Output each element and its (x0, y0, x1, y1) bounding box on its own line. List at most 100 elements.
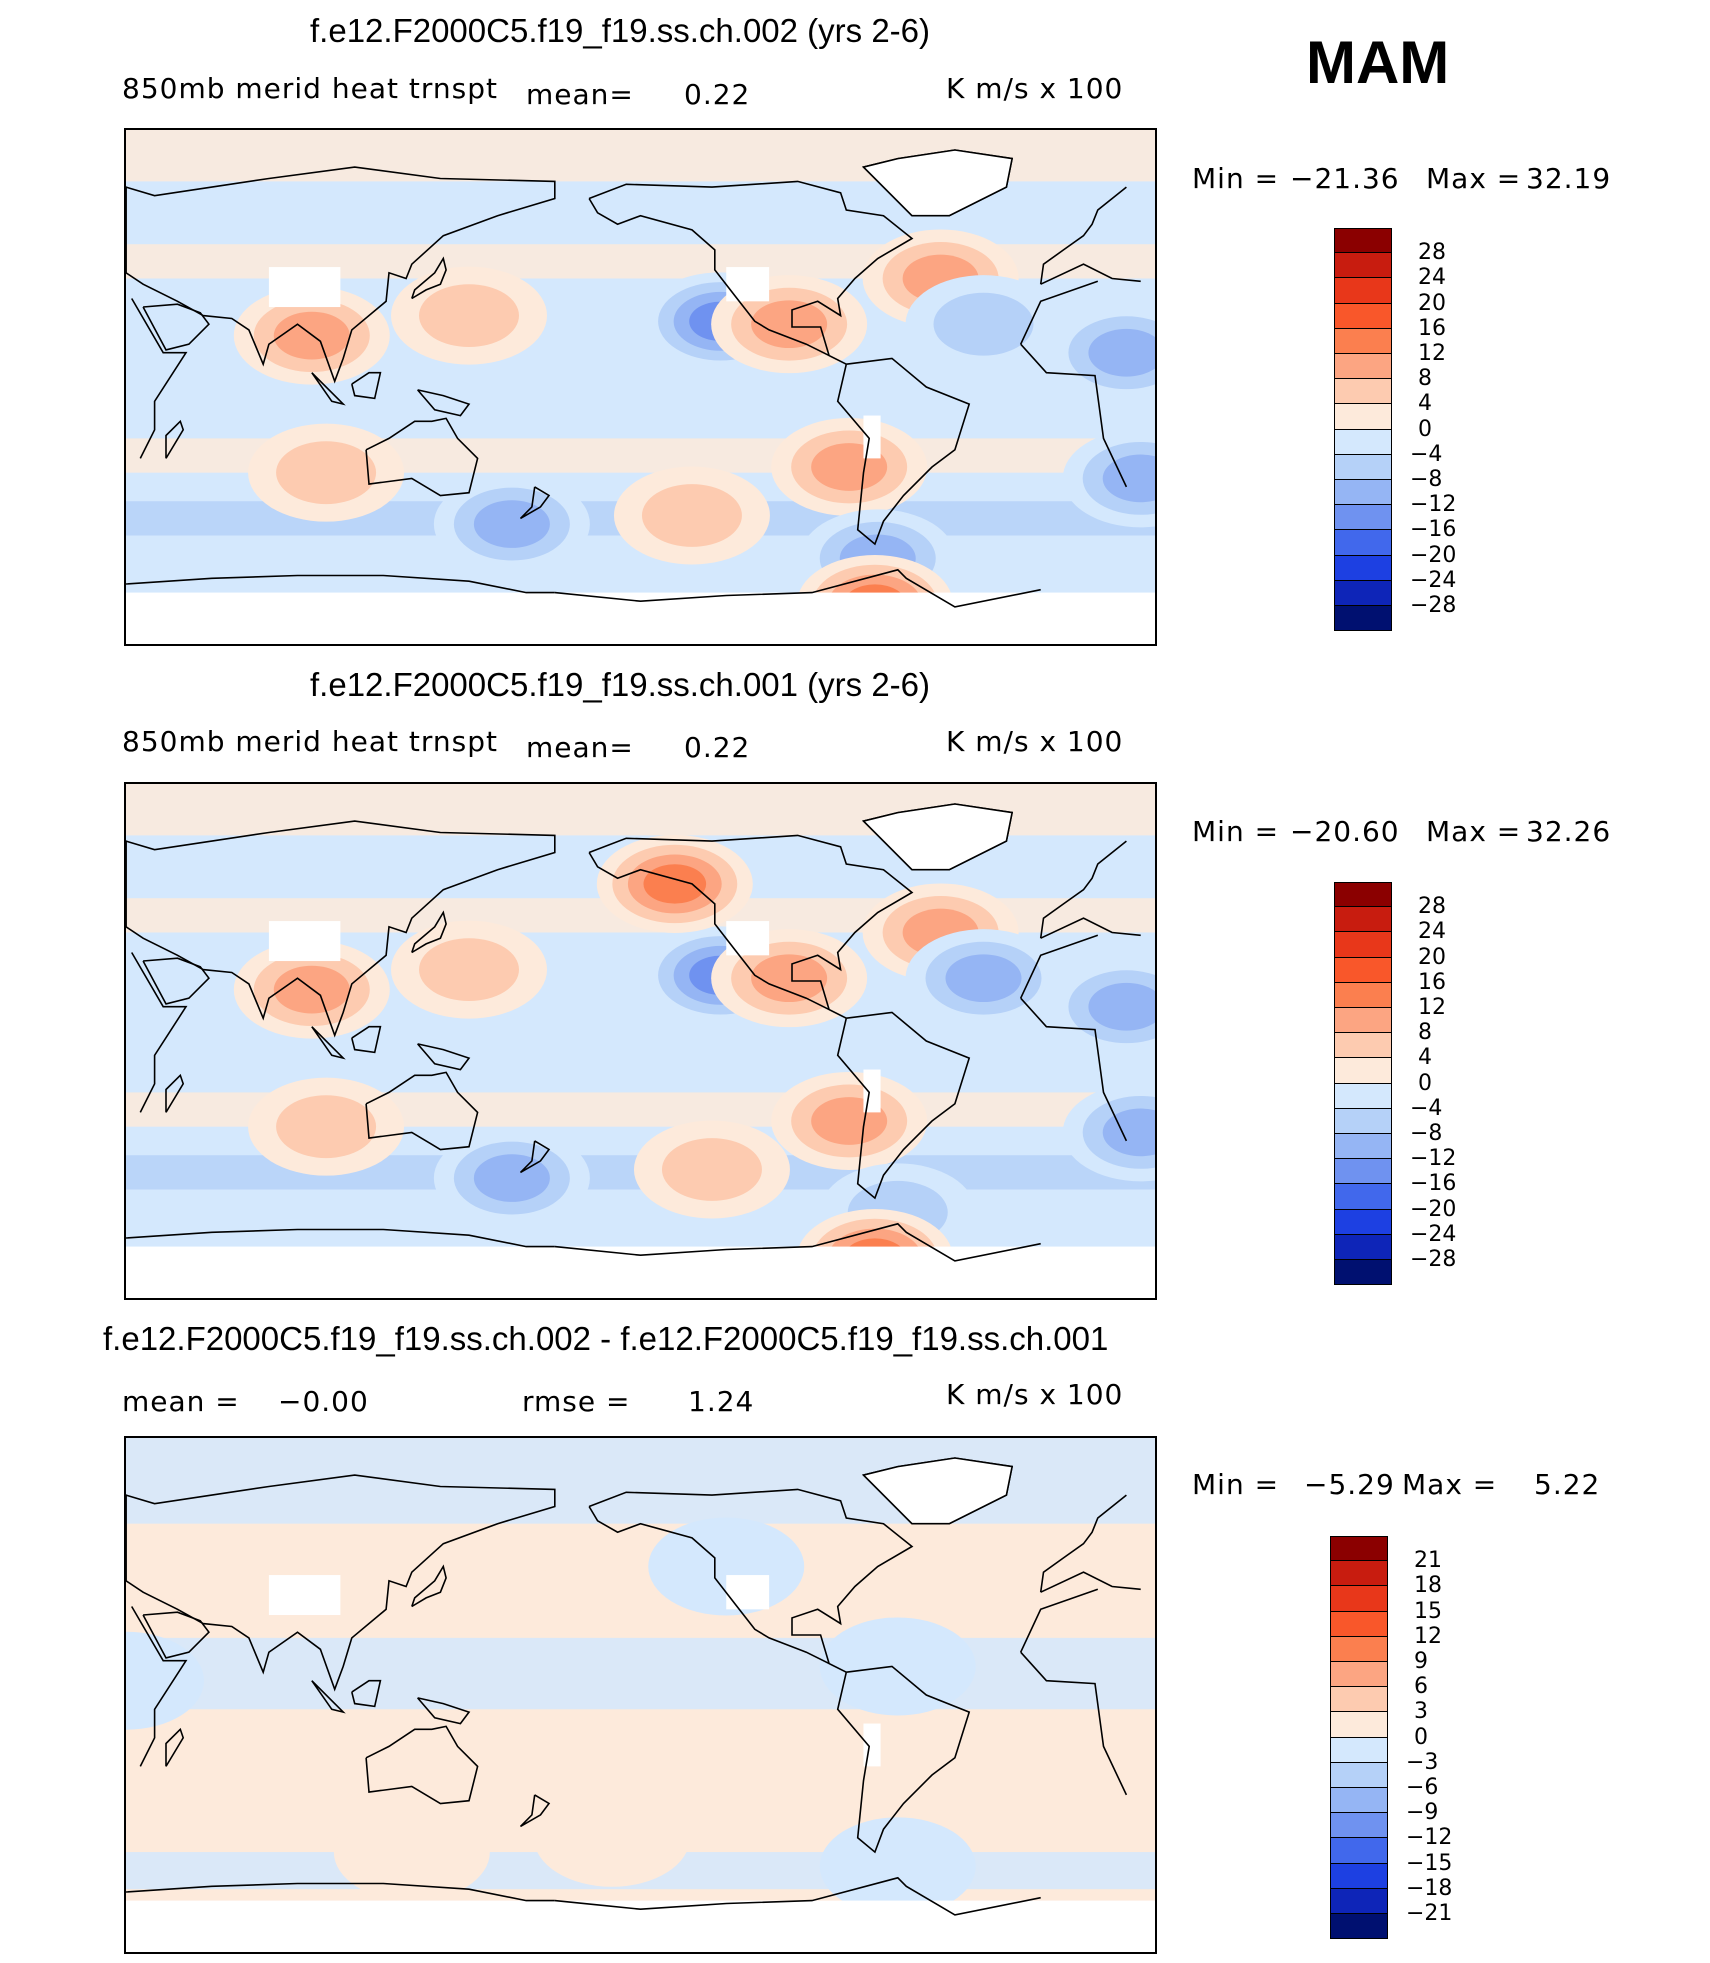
colorbar-swatch (1334, 1058, 1392, 1084)
greenland-mask (861, 1457, 1014, 1525)
andes-mask (863, 415, 881, 459)
colorbar-swatch (1330, 1838, 1388, 1864)
coastline (165, 419, 185, 459)
season-label: MAM (1306, 29, 1450, 96)
coastline (126, 166, 556, 384)
contour-blob (643, 864, 707, 904)
colorbar-swatch (1334, 1209, 1392, 1235)
colorbar-tick-label: 3 (1414, 1699, 1428, 1725)
contour-blob (905, 1531, 1062, 1630)
panel-3-min-value: −5.29 (1304, 1468, 1395, 1501)
colorbar-swatch (1334, 253, 1392, 279)
contour-blob (533, 1788, 690, 1887)
coastline (126, 1228, 555, 1248)
colorbar-tick-label: −21 (1406, 1901, 1453, 1926)
panel-2-coastlines (126, 803, 1141, 1262)
contour-blob (419, 284, 519, 348)
colorbar-swatch (1334, 1184, 1392, 1210)
colorbar-swatch (1334, 278, 1392, 304)
colorbar-tick-label: −16 (1410, 1171, 1457, 1197)
colorbar-tick-label: −15 (1406, 1850, 1453, 1876)
colorbar-tick-label: 4 (1418, 391, 1432, 417)
colorbar-tick-label: −24 (1410, 567, 1457, 593)
colorbar-tick-label: −3 (1406, 1749, 1439, 1775)
colorbar-tick-label: −12 (1410, 1146, 1457, 1172)
colorbar-swatch (1330, 1737, 1388, 1763)
colorbar-swatch (1334, 379, 1392, 405)
panel-2-max-label: Max = (1426, 815, 1522, 848)
rockies-mask (726, 1575, 770, 1610)
panel-3-title: f.e12.F2000C5.f19_f19.ss.ch.002 - f.e12.… (103, 1320, 1109, 1357)
andes-mask (863, 1069, 881, 1113)
antarctica-mask (126, 592, 1155, 644)
colorbar-swatch (1334, 228, 1392, 254)
colorbar-swatch (1330, 1914, 1388, 1940)
colorbar-swatch (1334, 1134, 1392, 1160)
rockies-mask (726, 921, 770, 956)
coastline (588, 834, 914, 1019)
tibet-mask (268, 267, 341, 308)
colorbar-tick-label: −24 (1410, 1221, 1457, 1247)
panel-3-field (126, 1438, 1155, 1952)
colorbar-swatch (1334, 1108, 1392, 1134)
colorbar-swatch (1334, 1260, 1392, 1286)
coastline (365, 417, 479, 497)
colorbar-tick-label: 8 (1418, 366, 1432, 392)
colorbar-swatch (1330, 1536, 1388, 1562)
coastline (588, 180, 914, 365)
colorbar-tick-label: 12 (1418, 995, 1446, 1020)
coastline (142, 957, 210, 1005)
coastline (1040, 263, 1141, 285)
coastline (126, 820, 556, 1038)
panel-2-units: K m/s x 100 (946, 725, 1124, 758)
contour-blob (641, 484, 742, 547)
tibet-mask (268, 1575, 341, 1616)
coastline (1040, 1571, 1141, 1593)
panel-2-mean-label: mean= (526, 731, 634, 764)
panel-3-max-value: 5.22 (1534, 1468, 1601, 1501)
colorbar-tick-label: 12 (1414, 1623, 1442, 1649)
coastline (836, 1665, 971, 1854)
coastline (126, 1474, 556, 1692)
panel-1-max-value: 32.19 (1526, 162, 1612, 195)
coastline (1039, 1494, 1127, 1593)
colorbar-tick-label: −18 (1406, 1875, 1453, 1901)
panel-3-rmse-label: rmse = (522, 1385, 631, 1418)
panel-1-units: K m/s x 100 (946, 72, 1124, 105)
coastline (416, 1043, 471, 1071)
colorbar-tick-label: −20 (1410, 542, 1457, 568)
contour-blob (1102, 454, 1155, 503)
coastline (519, 486, 551, 520)
coastline (131, 1606, 188, 1767)
contour-blob (1088, 982, 1155, 1031)
colorbar-swatch (1334, 1033, 1392, 1059)
panel-3-map (124, 1436, 1157, 1954)
coastline (1020, 997, 1128, 1142)
coastline (1039, 186, 1127, 285)
colorbar-tick-label: 28 (1418, 240, 1446, 266)
colorbar-tick-label: −4 (1410, 441, 1443, 467)
colorbar-tick-label: −28 (1410, 593, 1457, 618)
coastline (588, 1488, 914, 1673)
colorbar-tick-label: 12 (1418, 341, 1446, 366)
colorbar-swatch (1330, 1662, 1388, 1688)
colorbar-tick-label: 6 (1414, 1674, 1428, 1700)
panel-2-title: f.e12.F2000C5.f19_f19.ss.ch.001 (yrs 2-6… (310, 666, 931, 703)
panel-1-field (126, 130, 1155, 644)
coastline (554, 568, 1041, 608)
colorbar-tick-label: 0 (1414, 1724, 1428, 1750)
coastline (165, 1727, 185, 1767)
colorbar-tick-label: −8 (1410, 1121, 1443, 1146)
colorbar-swatch (1334, 982, 1392, 1008)
colorbar-tick-label: 16 (1418, 969, 1446, 995)
colorbar-tick-label: −9 (1406, 1800, 1439, 1826)
coastline (1020, 343, 1128, 488)
coastline (1020, 1651, 1128, 1796)
panel-1-min-value: −21.36 (1290, 162, 1400, 195)
coastline (131, 952, 188, 1113)
colorbar-swatch (1330, 1586, 1388, 1612)
colorbar-tick-label: −12 (1406, 1825, 1453, 1851)
panel-3-coastlines (126, 1457, 1141, 1916)
coastline (411, 256, 447, 300)
colorbar-swatch (1334, 882, 1392, 908)
